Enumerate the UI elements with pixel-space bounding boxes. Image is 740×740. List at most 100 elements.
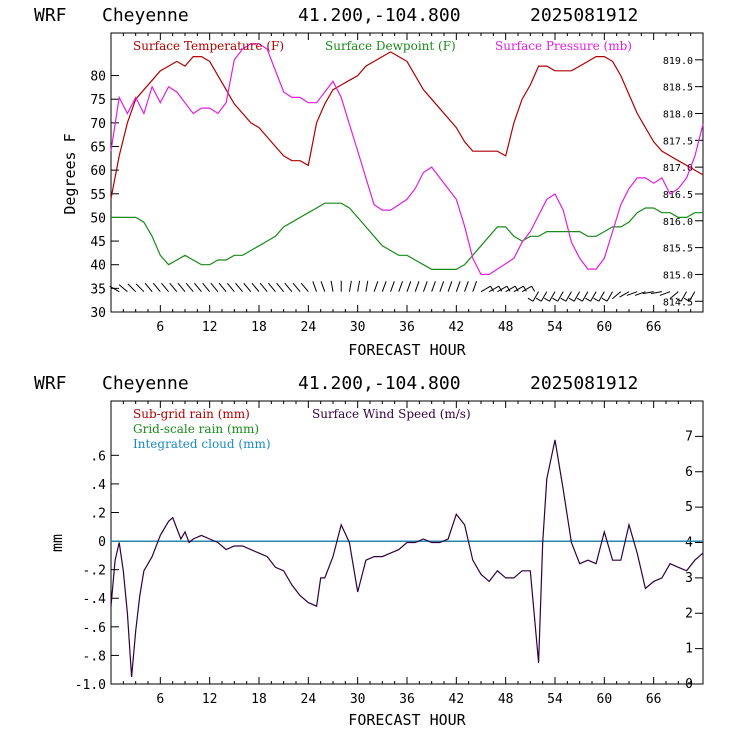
series-line	[110, 51, 704, 199]
wind-barb	[535, 291, 548, 302]
chart-precip: 6 12 18 24 30 36 42 48 54 60 66 -1.0-.8-.6-.4-.20.…	[48, 400, 704, 729]
header-init: 2025081912	[530, 5, 638, 26]
x-tick-label: 54	[547, 320, 563, 335]
y2-tick-label: 7	[685, 429, 693, 444]
x-tick-label: 60	[597, 692, 613, 707]
legend-pressure: Surface Pressure (mb)	[495, 39, 632, 53]
wind-barb	[675, 291, 687, 302]
wind-barb	[185, 282, 194, 292]
y-tick-label: 45	[90, 235, 106, 250]
wind-barb	[513, 285, 527, 293]
y-tick-label: 40	[90, 259, 106, 274]
wind-barb	[118, 284, 128, 293]
y-tick-label: -.4	[83, 592, 107, 607]
header-coords: 41.200,-104.800	[298, 5, 461, 26]
wind-barb	[390, 281, 395, 292]
wind-barb	[593, 291, 605, 302]
wind-barb	[626, 291, 638, 296]
y2-tick-label: 1	[685, 642, 693, 657]
y-tick-label: 60	[90, 164, 106, 179]
header-location: Cheyenne	[102, 5, 189, 26]
wind-barb	[544, 291, 556, 302]
chart2-y-ticks: -1.0 -.8 -.6 -.4 -.2 0 .2 .4 .6	[75, 449, 119, 693]
x-tick-label: 48	[498, 320, 514, 335]
header-coords-2: 41.200,-104.800	[298, 373, 461, 394]
chart1-y2-ticks: 814.5 815.0 815.5 816.0 816.5 817.0 817.5 818.0…	[663, 56, 703, 308]
wind-barb	[464, 281, 469, 292]
y2-tick-label: 816.5	[663, 190, 693, 201]
x-tick-label: 42	[449, 692, 465, 707]
wind-barb	[357, 280, 361, 292]
wind-barb	[284, 282, 293, 292]
x-tick-label: 60	[597, 320, 613, 335]
legend-wind-speed: Surface Wind Speed (m/s)	[312, 407, 471, 421]
chart1-xlabel: FORECAST HOUR	[348, 341, 466, 359]
y2-tick-label: 0	[685, 677, 693, 692]
wind-barb	[320, 281, 326, 292]
legend-subgrid-rain: Sub-grid rain (mm)	[133, 407, 250, 421]
wind-barb	[642, 291, 654, 295]
series-line	[110, 43, 704, 275]
wind-barb	[381, 281, 387, 292]
y-tick-label: -.8	[83, 649, 106, 664]
wind-barb	[202, 282, 211, 292]
chart2-series	[110, 439, 704, 677]
x-tick-label: 30	[350, 320, 366, 335]
wind-barb	[619, 291, 630, 298]
chart2-xlabel: FORECAST HOUR	[348, 711, 466, 729]
y-tick-label: 65	[90, 140, 106, 155]
wind-barb	[398, 281, 404, 292]
wind-barb	[177, 282, 186, 292]
y-tick-label: 35	[90, 282, 106, 297]
series-line	[111, 202, 703, 270]
y-tick-label: -1.0	[75, 678, 106, 693]
legend-temperature: Surface Temperature (F)	[133, 39, 284, 53]
y-tick-label: 75	[90, 93, 106, 108]
y2-tick-label: 5	[685, 500, 693, 515]
wind-barb	[300, 282, 309, 292]
wind-barbs	[109, 280, 696, 302]
y-tick-label: 70	[90, 117, 106, 132]
wind-barb	[193, 282, 202, 292]
wind-barb	[659, 291, 671, 296]
x-tick-label: 12	[202, 692, 218, 707]
x-tick-label: 24	[301, 692, 317, 707]
wind-barb	[447, 281, 453, 292]
wind-barb	[683, 291, 696, 302]
y2-tick-label: 816.0	[663, 217, 693, 228]
chart2-ylabel: mm	[48, 534, 66, 552]
wind-barb	[552, 291, 564, 302]
x-tick-label: 12	[202, 320, 218, 335]
wind-barb	[431, 281, 436, 292]
wind-barb	[127, 283, 137, 293]
wind-barb	[210, 282, 219, 292]
wind-barb	[601, 291, 613, 302]
x-tick-label: 36	[399, 692, 415, 707]
wind-barb	[505, 285, 519, 293]
wind-barb	[226, 282, 235, 292]
x-tick-label: 54	[547, 692, 563, 707]
wind-barb	[365, 280, 369, 292]
y2-tick-label: 2	[685, 606, 693, 621]
chart2-x-ticks: 6 12 18 24 30 36 42 48 54 60 66	[110, 401, 704, 707]
wind-barb	[497, 285, 511, 293]
header-location-2: Cheyenne	[102, 373, 189, 394]
wind-barb	[439, 281, 445, 292]
wind-barb	[144, 282, 153, 292]
wind-barb	[527, 291, 539, 302]
y2-tick-label: 818.5	[663, 83, 693, 94]
chart2-y2-ticks: 0 1 2 3 4 5 6 7	[685, 429, 703, 692]
wind-barb	[585, 291, 597, 302]
wind-barb	[348, 280, 352, 292]
wind-barb	[373, 281, 379, 292]
wind-barb	[480, 285, 494, 293]
x-tick-label: 6	[156, 692, 164, 707]
wind-barb	[135, 283, 145, 293]
y2-tick-label: 817.5	[663, 136, 693, 147]
y-tick-label: 30	[90, 306, 106, 321]
x-tick-label: 30	[350, 692, 366, 707]
x-tick-label: 18	[251, 320, 267, 335]
legend-dewpoint: Surface Dewpoint (F)	[325, 39, 456, 53]
wind-barb	[312, 281, 318, 292]
